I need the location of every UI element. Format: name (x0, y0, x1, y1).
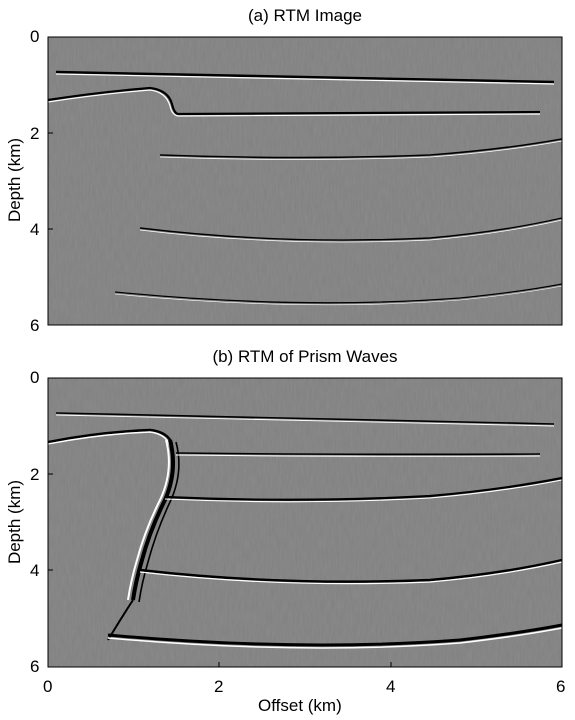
panel-b-xtick-2: 2 (214, 677, 224, 696)
panel-b-ytick-2: 2 (30, 465, 40, 484)
panel-a-image (47, 36, 563, 326)
panel-b-salt-top (47, 428, 174, 445)
panel-b-ytick-4: 4 (30, 561, 40, 580)
panel-b-xlabel: Offset (km) (258, 696, 342, 715)
panel-b-reflector-1-bright (55, 414, 555, 427)
panel-b-xtick-4: 4 (386, 677, 396, 696)
panel-b-reflector-2 (175, 452, 541, 456)
panel-b-reflector-5 (107, 623, 563, 647)
panel-a-reflector-5-bright (114, 285, 563, 306)
tick-marks (47, 36, 563, 668)
panel-b-image (47, 377, 563, 668)
panel-a-reflector-5 (114, 283, 563, 304)
panel-b-salt-flank (131, 439, 176, 601)
panel-b-reflector-4-bright (139, 561, 563, 585)
panel-b-xtick-0: 0 (43, 677, 53, 696)
panel-b-ytick-0: 0 (30, 368, 40, 387)
panel-a-ytick-6: 6 (30, 316, 40, 335)
panel-a-frame (47, 36, 563, 326)
panel-b-reflector-5-bright (107, 627, 563, 649)
panel-a-reflector-4 (139, 217, 563, 241)
panel-a-reflector-4-bright (139, 219, 563, 243)
panel-b-reflector-2-bright (175, 454, 541, 457)
panel-b-reflector-3 (164, 476, 563, 501)
panel-b-frame (47, 377, 563, 668)
panel-b-salt-top-bright (47, 431, 171, 447)
panel-b-xtick-6: 6 (556, 677, 566, 696)
panel-b-reflector-1 (55, 412, 555, 425)
panel-a-ytick-0: 0 (30, 27, 40, 46)
panel-a-reflector-3-bright (159, 140, 563, 160)
panel-b-title: (b) RTM of Prism Waves (212, 347, 398, 366)
panel-b-ytick-6: 6 (30, 657, 40, 676)
panel-b-salt-flank-bright (127, 439, 170, 601)
panel-a-reflector-3 (159, 138, 563, 159)
panel-b-noise (48, 378, 562, 667)
panel-a-salt-boundary (47, 86, 541, 116)
panel-a-noise (48, 37, 562, 325)
panel-b-reflector-3-bright (164, 479, 563, 503)
panel-a-salt-boundary-bright (47, 89, 541, 117)
panel-a-reflector-1-bright (55, 73, 555, 85)
panel-b-salt-flank-side (138, 441, 180, 603)
panel-a-ytick-4: 4 (30, 220, 40, 239)
panel-b-reflector-4 (139, 558, 563, 583)
panel-a-ytick-2: 2 (30, 124, 40, 143)
panel-a-title: (a) RTM Image (248, 6, 362, 25)
panel-a-reflector-1 (55, 70, 555, 84)
